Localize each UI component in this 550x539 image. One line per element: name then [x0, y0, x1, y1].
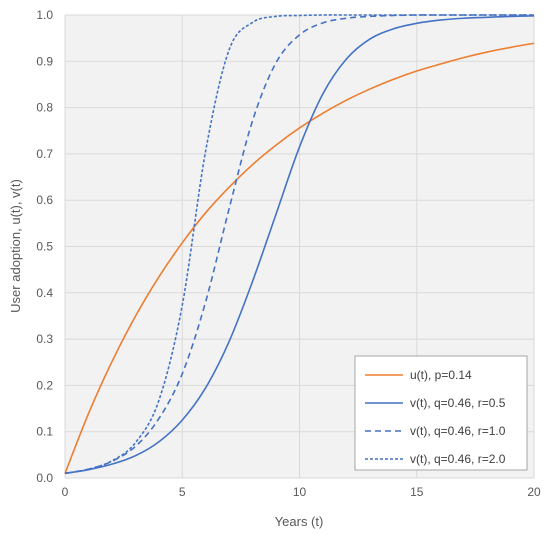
x-tick-label: 10 — [293, 485, 307, 499]
y-tick-label: 0.0 — [36, 471, 53, 485]
y-tick-label: 0.5 — [36, 240, 53, 254]
series-layer — [64, 14, 535, 475]
y-tick-label: 0.1 — [36, 425, 53, 439]
series-line-2 — [64, 15, 535, 475]
x-axis-ticks: 0 5 10 15 20 — [62, 485, 541, 499]
y-axis-ticks: 0.0 0.1 0.2 0.3 0.4 0.5 0.6 0.7 0.8 0.9 1.0 — [36, 8, 53, 485]
grid — [64, 14, 535, 479]
legend-label-4: v(t), q=0.46, r=2.0 — [410, 452, 506, 466]
x-tick-label: 15 — [410, 485, 424, 499]
legend-label-1: u(t), p=0.14 — [410, 368, 472, 382]
y-tick-label: 0.7 — [36, 147, 53, 161]
legend-label-2: v(t), q=0.46, r=0.5 — [410, 396, 506, 410]
legend: u(t), p=0.14 v(t), q=0.46, r=0.5 v(t), q=0… — [354, 355, 528, 471]
y-tick-label: 0.9 — [36, 54, 53, 68]
x-tick-label: 5 — [179, 485, 186, 499]
y-tick-label: 0.8 — [36, 101, 53, 115]
legend-label-3: v(t), q=0.46, r=1.0 — [410, 424, 506, 438]
y-tick-label: 0.3 — [36, 332, 53, 346]
x-tick-label: 0 — [62, 485, 69, 499]
y-axis-title: User adoption, u(t), v(t) — [8, 179, 23, 313]
y-tick-label: 1.0 — [36, 8, 53, 22]
series-line-1 — [64, 42, 535, 474]
y-tick-label: 0.4 — [36, 286, 53, 300]
x-axis-title: Years (t) — [275, 514, 324, 529]
y-tick-label: 0.2 — [36, 378, 53, 392]
y-tick-label: 0.6 — [36, 193, 53, 207]
x-tick-label: 20 — [527, 485, 541, 499]
